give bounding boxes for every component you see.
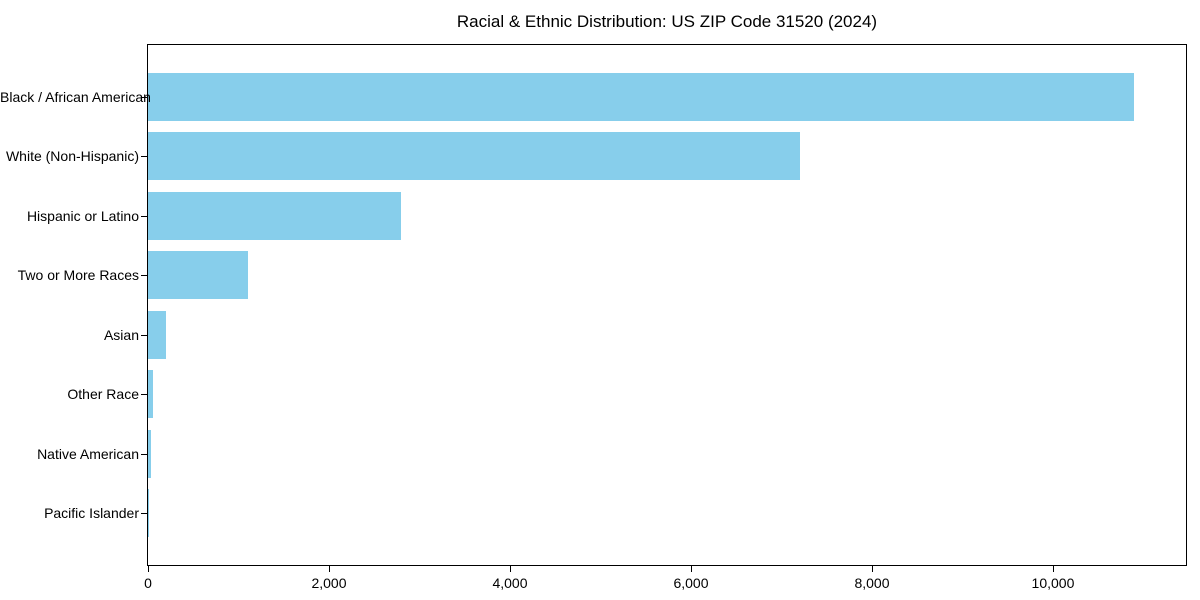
- x-tick: [509, 566, 511, 572]
- bar-two-or-more-races: [148, 251, 248, 300]
- x-tick-label-0: 0: [144, 575, 152, 591]
- y-tick-label-pacific-islander: Pacific Islander: [44, 505, 139, 522]
- y-tick: [141, 513, 147, 515]
- bar-asian: [148, 310, 167, 359]
- y-tick-label-native-american: Native American: [37, 445, 139, 462]
- y-tick-label-hispanic-or-latino: Hispanic or Latino: [26, 207, 139, 224]
- y-tick: [141, 96, 147, 98]
- x-tick-label-6000: 6,000: [673, 575, 709, 591]
- bar-hispanic-or-latino: [148, 191, 402, 240]
- chart-title: Racial & Ethnic Distribution: US ZIP Cod…: [456, 12, 878, 31]
- y-tick: [141, 394, 147, 396]
- y-tick-label-white-non-hispanic: White (Non-Hispanic): [5, 148, 139, 165]
- plot-area: [147, 44, 1187, 566]
- x-tick-label-8000: 8,000: [854, 575, 890, 591]
- y-tick-label-two-or-more-races: Two or More Races: [17, 267, 139, 284]
- x-tick-label-2000: 2,000: [311, 575, 347, 591]
- x-tick: [1052, 566, 1054, 572]
- y-tick: [141, 334, 147, 336]
- bar-white-non-hispanic: [148, 132, 800, 181]
- y-tick-label-black-african-american: Black / African American: [0, 88, 151, 105]
- y-tick-label-other-race: Other Race: [67, 386, 139, 403]
- bar-pacific-islander: [148, 489, 149, 538]
- bar-other-race: [148, 370, 153, 419]
- x-tick-label-4000: 4,000: [492, 575, 528, 591]
- x-tick: [148, 566, 149, 572]
- y-tick: [141, 275, 147, 277]
- x-tick: [690, 566, 692, 572]
- bar-black-african-american: [148, 72, 1135, 121]
- y-tick: [141, 215, 147, 217]
- x-tick: [328, 566, 330, 572]
- bar-native-american: [148, 429, 151, 478]
- x-tick-label-10000: 10,000: [1031, 575, 1075, 591]
- y-tick: [141, 156, 147, 158]
- y-tick: [141, 453, 147, 455]
- x-tick: [871, 566, 873, 572]
- y-tick-label-asian: Asian: [103, 326, 139, 343]
